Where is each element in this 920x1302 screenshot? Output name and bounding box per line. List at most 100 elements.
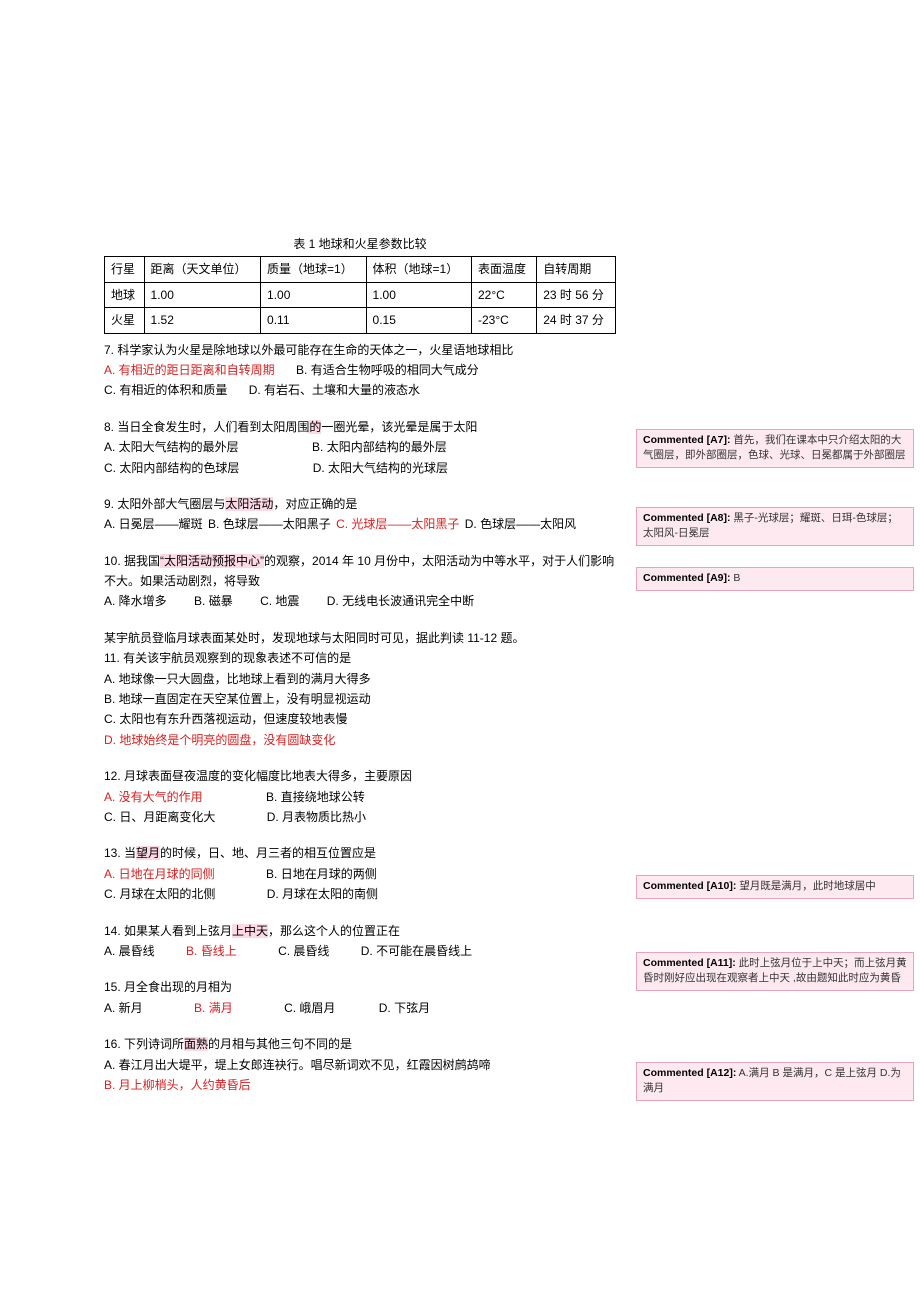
q11-stem: 11. 有关该宇航员观察到的现象表述不可信的是 [104,648,616,668]
cell: 地球 [105,282,145,307]
comment-label: Commented [A7]: [643,434,731,446]
cell: 1.00 [366,282,471,307]
cell: 24 时 37 分 [537,308,616,333]
q14-options: A. 晨昏线 B. 昏线上 C. 晨昏线 D. 不可能在晨昏线上 [104,941,616,961]
table-title: 表 1 地球和火星参数比较 [104,234,616,254]
cell: 22°C [471,282,536,307]
col-header: 质量（地球=1） [261,257,366,282]
q7-opt-c: C. 有相近的体积和质量 [104,380,227,400]
intro-11-12: 某宇航员登临月球表面某处时，发现地球与太阳同时可见，据此判读 11-12 题。 [104,628,616,648]
cell: 1.00 [144,282,261,307]
q10-highlight: “太阳活动预报中心” [160,554,264,568]
q13-highlight: 望月 [136,846,160,860]
q8-stem: 8. 当日全食发生时，人们看到太阳周围的一圈光晕，该光晕是属于太阳 [104,417,616,437]
col-header: 体积（地球=1） [366,257,471,282]
q11-opt-c: C. 太阳也有东升西落视运动，但速度较地表慢 [104,709,616,729]
table-row: 行星 距离（天文单位） 质量（地球=1） 体积（地球=1） 表面温度 自转周期 [105,257,616,282]
comment-label: Commented [A8]: [643,512,731,524]
comment-a9: Commented [A9]: B [636,567,914,591]
q10-options: A. 降水增多 B. 磁暴 C. 地震 D. 无线电长波通讯完全中断 [104,591,616,611]
q12-opt-b: B. 直接绕地球公转 [266,787,365,807]
col-header: 自转周期 [537,257,616,282]
q10-stem: 10. 据我国“太阳活动预报中心”的观察，2014 年 10 月份中，太阳活动为… [104,551,616,592]
comment-a10: Commented [A10]: 望月既是满月，此时地球居中 [636,875,914,899]
q13-options: A. 日地在月球的同侧 B. 日地在月球的两侧 C. 月球在太阳的北侧 D. 月… [104,864,616,905]
q14-stem-post: ，那么这个人的位置正在 [268,924,400,938]
cell: 23 时 56 分 [537,282,616,307]
q7-opt-d: D. 有岩石、土壤和大量的液态水 [249,380,420,400]
q13-stem-pre: 13. 当 [104,846,136,860]
q14-opt-c: C. 晨昏线 [278,941,329,961]
q16-opt-a: A. 春江月出大堤平，堤上女郎连袂行。唱尽新词欢不见，红霞因树鹧鸪啼 [104,1055,616,1075]
comment-label: Commented [A11]: [643,957,736,969]
q13-opt-b: B. 日地在月球的两侧 [266,864,377,884]
q11-opt-b: B. 地球一直固定在天空某位置上，没有明显视运动 [104,689,616,709]
q14-highlight: 上中天 [232,924,268,938]
q8-opt-c: C. 太阳内部结构的色球层 [104,458,239,478]
q9-options: A. 日冕层——耀斑 B. 色球层——太阳黑子 C. 光球层——太阳黑子 D. … [104,514,616,534]
q16-stem: 16. 下列诗词所面熟的月相与其他三句不同的是 [104,1034,616,1054]
q14-opt-a: A. 晨昏线 [104,941,155,961]
cell: -23°C [471,308,536,333]
q11-opt-d: D. 地球始终是个明亮的圆盘，没有圆缺变化 [104,730,616,750]
q9-opt-a: A. 日冕层——耀斑 [104,514,203,534]
q10-opt-a: A. 降水增多 [104,591,167,611]
comment-text: 望月既是满月，此时地球居中 [736,880,875,892]
comments-column: Commented [A7]: 首先，我们在课本中只介绍太阳的大气圈层，即外部圈… [636,0,920,1302]
q8-opt-d: D. 太阳大气结构的光球层 [313,458,448,478]
q14-stem-pre: 14. 如果某人看到上弦月 [104,924,232,938]
q10-opt-c: C. 地震 [260,591,299,611]
col-header: 表面温度 [471,257,536,282]
q16-options: A. 春江月出大堤平，堤上女郎连袂行。唱尽新词欢不见，红霞因树鹧鸪啼 B. 月上… [104,1055,616,1096]
q9-highlight: 太阳活动 [225,497,273,511]
q14-opt-b: B. 昏线上 [186,941,237,961]
q15-opt-d: D. 下弦月 [379,998,430,1018]
q11-options: A. 地球像一只大圆盘，比地球上看到的满月大得多 B. 地球一直固定在天空某位置… [104,669,616,751]
q16-stem-post: 的月相与其他三句不同的是 [208,1037,352,1051]
q9-opt-b: B. 色球层——太阳黑子 [208,514,331,534]
q15-opt-a: A. 新月 [104,998,143,1018]
q10-opt-d: D. 无线电长波通讯完全中断 [327,591,474,611]
q15-opt-c: C. 峨眉月 [284,998,335,1018]
q15-options: A. 新月 B. 满月 C. 峨眉月 D. 下弦月 [104,998,616,1018]
comment-a7: Commented [A7]: 首先，我们在课本中只介绍太阳的大气圈层，即外部圈… [636,429,914,468]
q12-opt-a: A. 没有大气的作用 [104,787,203,807]
q16-stem-pre: 16. 下列诗词所 [104,1037,184,1051]
q9-opt-d: D. 色球层——太阳风 [465,514,576,534]
table-row: 地球 1.00 1.00 1.00 22°C 23 时 56 分 [105,282,616,307]
q13-stem: 13. 当望月的时候，日、地、月三者的相互位置应是 [104,843,616,863]
table-row: 火星 1.52 0.11 0.15 -23°C 24 时 37 分 [105,308,616,333]
comment-label: Commented [A10]: [643,880,736,892]
col-header: 行星 [105,257,145,282]
cell: 0.15 [366,308,471,333]
comment-text: B [731,572,741,584]
q12-stem: 12. 月球表面昼夜温度的变化幅度比地表大得多，主要原因 [104,766,616,786]
cell: 1.00 [261,282,366,307]
q8-stem-post: 一圈光晕，该光晕是属于太阳 [321,420,477,434]
q16-opt-b: B. 月上柳梢头，人约黄昏后 [104,1075,616,1095]
q9-stem: 9. 太阳外部大气圈层与太阳活动，对应正确的是 [104,494,616,514]
col-header: 距离（天文单位） [144,257,261,282]
q15-opt-b: B. 满月 [194,998,233,1018]
q13-opt-c: C. 月球在太阳的北侧 [104,884,215,904]
q13-stem-post: 的时候，日、地、月三者的相互位置应是 [160,846,376,860]
q9-opt-c: C. 光球层——太阳黑子 [336,514,459,534]
comment-label: Commented [A12]: [643,1067,736,1079]
cell: 火星 [105,308,145,333]
q8-highlight: 的 [309,420,321,434]
comment-a12: Commented [A12]: A.满月 B 是满月，C 是上弦月 D.为满月 [636,1062,914,1101]
q12-options: A. 没有大气的作用 B. 直接绕地球公转 C. 日、月距离变化大 D. 月表物… [104,787,616,828]
q13-opt-d: D. 月球在太阳的南侧 [267,884,378,904]
q12-opt-c: C. 日、月距离变化大 [104,807,215,827]
q8-stem-pre: 8. 当日全食发生时，人们看到太阳周围 [104,420,309,434]
q15-stem: 15. 月全食出现的月相为 [104,977,616,997]
q16-highlight: 面熟 [184,1037,208,1051]
comparison-table: 行星 距离（天文单位） 质量（地球=1） 体积（地球=1） 表面温度 自转周期 … [104,256,616,333]
document-column: 表 1 地球和火星参数比较 行星 距离（天文单位） 质量（地球=1） 体积（地球… [0,0,636,1302]
q9-stem-pre: 9. 太阳外部大气圈层与 [104,497,225,511]
q7-opt-a: A. 有相近的距日距离和自转周期 [104,360,275,380]
q8-options: A. 太阳大气结构的最外层 B. 太阳内部结构的最外层 C. 太阳内部结构的色球… [104,437,616,478]
cell: 0.11 [261,308,366,333]
q7-stem: 7. 科学家认为火星是除地球以外最可能存在生命的天体之一，火星语地球相比 [104,340,616,360]
q12-opt-d: D. 月表物质比热小 [267,807,366,827]
